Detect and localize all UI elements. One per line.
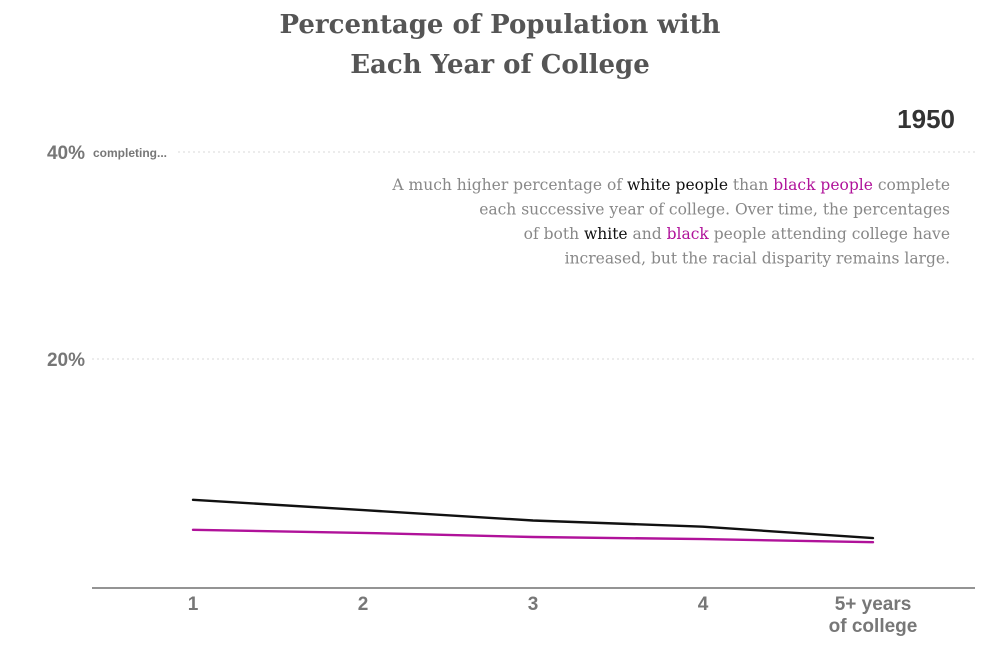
annotation-segment: white xyxy=(584,225,628,243)
annotation-segment: complete xyxy=(873,176,950,194)
annotation-line: increased, but the racial disparity rema… xyxy=(565,250,950,268)
x-tick-label: 3 xyxy=(528,594,539,615)
chart-title: Percentage of Population with Each Year o… xyxy=(280,10,721,80)
x-axis-ticks: 1 2 3 4 5+ years of college xyxy=(188,594,918,637)
x-tick-label: 1 xyxy=(188,594,199,615)
chart-title-line: Each Year of College xyxy=(350,50,650,80)
annotation-line: each successive year of college. Over ti… xyxy=(479,201,950,219)
x-tick-label: 4 xyxy=(698,594,709,615)
annotation-segment: of both xyxy=(524,225,584,243)
year-label: 1950 xyxy=(897,104,955,134)
annotation-segment: each successive year of college. Over ti… xyxy=(479,201,950,219)
annotation-segment: and xyxy=(628,225,667,243)
annotation: A much higher percentage of white people… xyxy=(391,176,950,268)
annotation-line: A much higher percentage of white people… xyxy=(391,176,950,194)
annotation-segment: A much higher percentage of xyxy=(391,176,627,194)
x-tick-label: 2 xyxy=(358,594,369,615)
annotation-segment: than xyxy=(728,176,773,194)
gridlines: 20% 40% xyxy=(47,143,975,371)
series-lines xyxy=(191,498,875,544)
annotation-segment: black people xyxy=(773,176,873,194)
y-axis-note: completing... xyxy=(93,146,167,160)
y-tick-label: 20% xyxy=(47,350,85,371)
annotation-segment: black xyxy=(667,225,710,243)
annotation-segment: people attending college have xyxy=(709,225,950,243)
annotation-line: of both white and black people attending… xyxy=(524,225,950,243)
annotation-segment: white people xyxy=(627,176,728,194)
chart-title-line: Percentage of Population with xyxy=(280,10,721,40)
x-tick-label: 5+ years of college xyxy=(829,594,918,637)
annotation-segment: increased, but the racial disparity rema… xyxy=(565,250,950,268)
y-tick-label: 40% xyxy=(47,143,85,164)
